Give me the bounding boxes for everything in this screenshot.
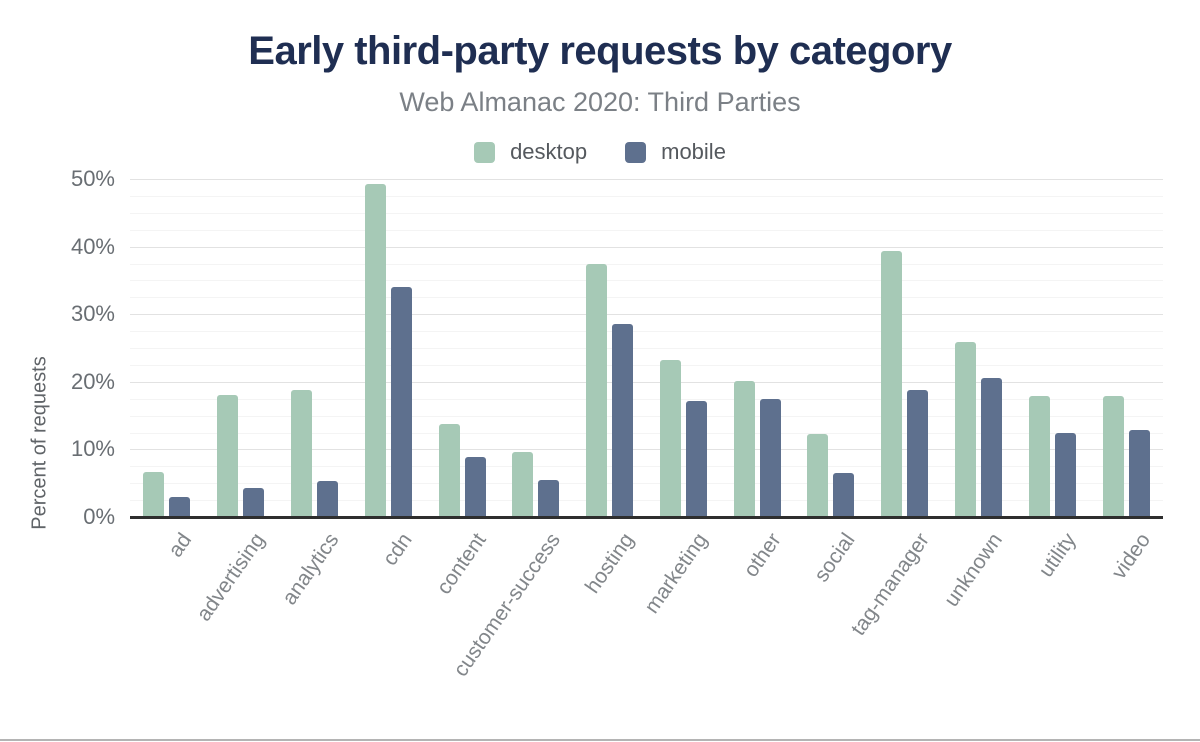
bar-group-video	[1102, 396, 1150, 517]
bar-series	[130, 179, 1163, 517]
y-tick-label: 50%	[70, 166, 115, 191]
chart-subtitle: Web Almanac 2020: Third Parties	[399, 87, 801, 117]
bar-group-content	[438, 423, 486, 517]
legend-item-mobile[interactable]: mobile	[625, 139, 726, 165]
bar-group-other	[733, 381, 781, 517]
mobile-series-swatch-icon	[625, 141, 647, 163]
bar-desktop-other[interactable]	[733, 381, 755, 517]
bar-group-hosting	[586, 263, 634, 517]
bar-mobile-other[interactable]	[759, 398, 781, 517]
bar-mobile-tag-manager[interactable]	[907, 389, 929, 517]
x-category-label-utility: utility	[1034, 529, 1082, 582]
bar-mobile-marketing[interactable]	[685, 400, 707, 517]
bar-mobile-cdn[interactable]	[390, 287, 412, 517]
desktop-series-swatch-icon	[474, 141, 496, 163]
minor-gridline	[130, 195, 1163, 197]
x-category-label-other: other	[739, 529, 787, 582]
major-gridline	[130, 381, 1163, 383]
bar-group-ad	[143, 472, 191, 517]
y-tick-label: 0%	[83, 504, 115, 529]
major-gridline	[130, 314, 1163, 316]
minor-gridline	[130, 364, 1163, 366]
bar-desktop-social[interactable]	[807, 433, 829, 517]
minor-gridline	[130, 398, 1163, 400]
x-axis-category-labels: ad advertising analytics cdn content customer…	[130, 529, 1163, 714]
minor-gridline	[130, 229, 1163, 231]
bar-group-unknown	[954, 341, 1002, 517]
y-tick-label: 40%	[70, 233, 115, 259]
minor-gridline	[130, 466, 1163, 468]
x-category-label-marketing: marketing	[640, 529, 713, 618]
y-tick-label: 30%	[70, 301, 115, 327]
x-category-label-tag-manager: tag-manager	[846, 529, 934, 640]
bar-mobile-ad[interactable]	[169, 496, 191, 517]
bar-group-cdn	[364, 184, 412, 517]
x-category-label-analytics: analytics	[277, 529, 344, 610]
x-category-label-cdn: cdn	[378, 529, 418, 570]
minor-gridline	[130, 212, 1163, 214]
x-axis-line	[130, 516, 1163, 519]
bar-desktop-content[interactable]	[438, 423, 460, 517]
bar-desktop-cdn[interactable]	[364, 184, 386, 517]
bar-desktop-advertising[interactable]	[217, 395, 239, 517]
minor-gridline	[130, 415, 1163, 417]
bar-group-customer-success	[512, 452, 560, 517]
bar-mobile-social[interactable]	[833, 473, 855, 517]
minor-gridline	[130, 263, 1163, 265]
x-category-label-hosting: hosting	[580, 529, 639, 598]
page-title: Early third-party requests by category	[248, 29, 952, 73]
bar-group-utility	[1028, 396, 1076, 517]
bar-mobile-unknown[interactable]	[980, 377, 1002, 517]
bottom-divider	[0, 739, 1200, 741]
minor-gridline	[130, 297, 1163, 299]
x-category-label-advertising: advertising	[192, 529, 270, 626]
minor-gridline	[130, 483, 1163, 485]
bar-mobile-advertising[interactable]	[243, 487, 265, 517]
bar-desktop-hosting[interactable]	[586, 263, 608, 517]
minor-gridline	[130, 280, 1163, 282]
bar-group-social	[807, 433, 855, 517]
bar-desktop-marketing[interactable]	[659, 359, 681, 517]
bar-desktop-analytics[interactable]	[290, 389, 312, 517]
minor-gridline	[130, 500, 1163, 502]
legend-item-desktop[interactable]: desktop	[474, 139, 587, 165]
bar-group-analytics	[290, 389, 338, 517]
minor-gridline	[130, 348, 1163, 349]
major-gridline	[130, 449, 1163, 451]
bar-group-tag-manager	[881, 251, 929, 517]
bar-desktop-unknown[interactable]	[954, 341, 976, 517]
x-category-label-content: content	[432, 529, 491, 599]
legend-label-desktop: desktop	[510, 139, 588, 164]
bar-desktop-utility[interactable]	[1028, 396, 1050, 517]
major-gridline	[130, 246, 1163, 248]
x-category-label-social: social	[810, 529, 860, 587]
bar-desktop-tag-manager[interactable]	[881, 251, 903, 517]
major-gridline	[130, 179, 1163, 180]
x-category-label-unknown: unknown	[940, 529, 1008, 612]
bar-mobile-hosting[interactable]	[612, 323, 634, 517]
legend-label-mobile: mobile	[661, 139, 726, 164]
y-tick-label: 20%	[70, 368, 115, 394]
plot-area	[130, 179, 1163, 519]
bar-group-advertising	[217, 395, 265, 517]
minor-gridline	[130, 432, 1163, 434]
x-category-label-ad: ad	[163, 529, 196, 562]
bar-mobile-analytics[interactable]	[316, 480, 338, 517]
bar-group-marketing	[659, 359, 707, 517]
x-category-label-video: video	[1107, 529, 1155, 584]
bar-desktop-customer-success[interactable]	[512, 452, 534, 517]
bar-mobile-content[interactable]	[464, 456, 486, 517]
bar-mobile-customer-success[interactable]	[538, 479, 560, 517]
bar-desktop-ad[interactable]	[143, 472, 165, 517]
bar-mobile-video[interactable]	[1128, 429, 1150, 517]
legend: desktop mobile	[0, 139, 1200, 165]
bar-desktop-video[interactable]	[1102, 396, 1124, 517]
bar-mobile-utility[interactable]	[1054, 433, 1076, 517]
y-tick-label: 10%	[70, 436, 115, 462]
minor-gridline	[130, 331, 1163, 333]
